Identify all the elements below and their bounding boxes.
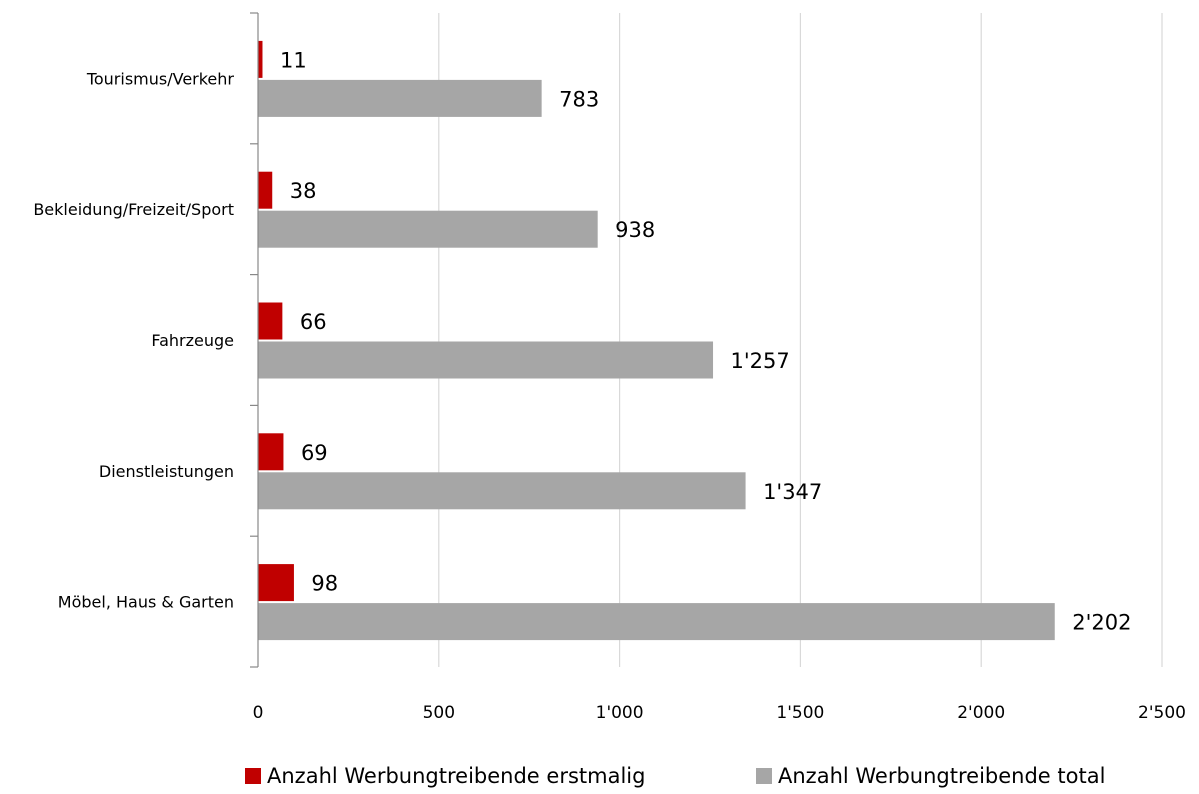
data-label: 98 — [311, 572, 338, 596]
legend-item-erstmalig: Anzahl Werbungtreibende erstmalig — [245, 764, 645, 788]
x-tick-label: 0 — [253, 703, 264, 723]
bar-erstmalig — [258, 171, 273, 209]
category-label: Bekleidung/Freizeit/Sport — [33, 200, 234, 219]
bar-erstmalig — [258, 433, 284, 471]
data-label: 938 — [615, 218, 655, 242]
bars — [258, 40, 1055, 641]
data-label: 1'257 — [731, 349, 790, 373]
x-tick-label: 500 — [423, 703, 455, 723]
data-label: 38 — [290, 179, 317, 203]
x-tick-label: 1'000 — [596, 703, 644, 723]
data-label: 783 — [559, 87, 599, 111]
data-label: 1'347 — [763, 480, 822, 504]
bar-total — [258, 210, 598, 248]
legend-label-total: Anzahl Werbungtreibende total — [778, 764, 1106, 788]
legend-item-total: Anzahl Werbungtreibende total — [756, 764, 1105, 788]
legend: Anzahl Werbungtreibende erstmalig Anzahl… — [0, 760, 1199, 794]
legend-label-erstmalig: Anzahl Werbungtreibende erstmalig — [267, 764, 646, 788]
bar-erstmalig — [258, 564, 294, 602]
bar-erstmalig — [258, 302, 283, 340]
bar-total — [258, 79, 542, 117]
bar-total — [258, 603, 1055, 641]
data-label: 69 — [301, 441, 328, 465]
bar-total — [258, 341, 714, 379]
data-label: 66 — [300, 310, 327, 334]
category-label: Möbel, Haus & Garten — [58, 593, 234, 612]
bar-erstmalig — [258, 40, 263, 78]
x-tick-label: 1'500 — [776, 703, 824, 723]
bar-total — [258, 472, 746, 510]
category-label: Dienstleistungen — [99, 462, 234, 481]
gridlines — [438, 13, 1163, 667]
legend-swatch-total — [756, 768, 772, 784]
labels: 0 500 1'000 1'500 2'000 2'500 Tourismus/Verkeh… — [33, 48, 1186, 723]
data-label: 2'202 — [1072, 611, 1131, 635]
axes — [250, 12, 259, 668]
category-label: Tourismus/Verkehr — [86, 69, 235, 88]
category-label: Fahrzeuge — [151, 331, 234, 350]
x-tick-label: 2'500 — [1138, 703, 1186, 723]
data-label: 11 — [280, 48, 307, 72]
x-tick-label: 2'000 — [957, 703, 1005, 723]
legend-swatch-erstmalig — [245, 768, 261, 784]
